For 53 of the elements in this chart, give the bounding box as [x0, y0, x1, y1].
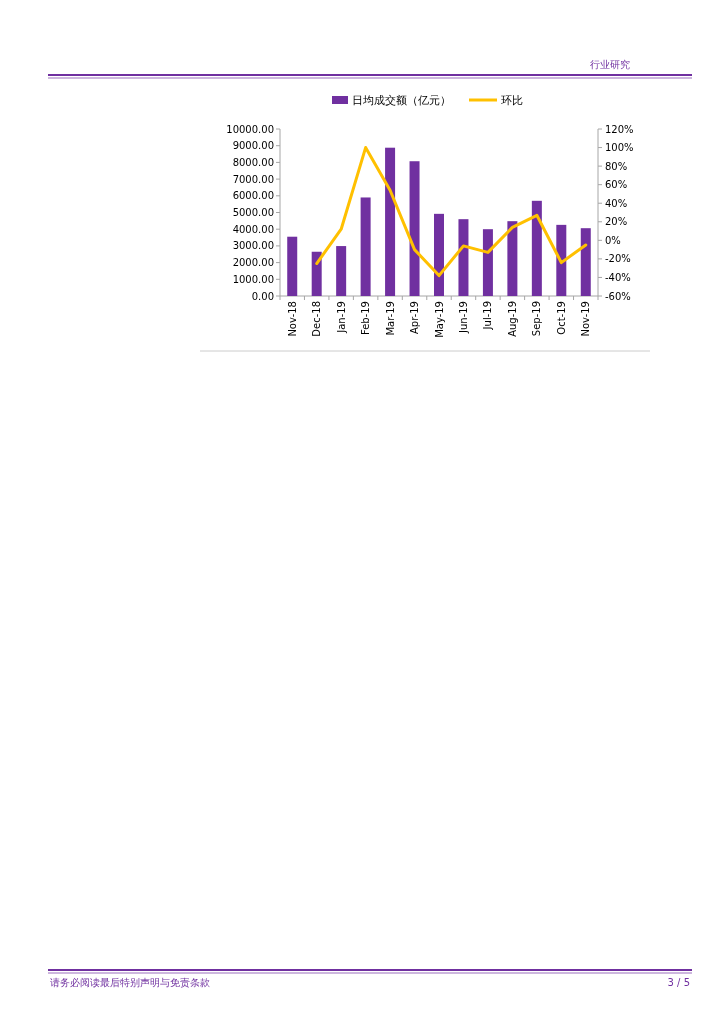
y-tick-label: 4000.00	[232, 223, 274, 235]
y2-tick-label: 100%	[605, 142, 634, 154]
y2-tick-label: -40%	[605, 271, 631, 283]
x-tick-label: Feb-19	[360, 301, 372, 336]
legend-label: 环比	[501, 94, 523, 107]
y-tick-label: 0.00	[251, 290, 274, 302]
legend-label: 日均成交额（亿元）	[352, 94, 451, 107]
y2-tick-label: 60%	[605, 179, 628, 191]
x-tick-label: Jan-19	[335, 301, 347, 334]
y-tick-label: 3000.00	[232, 240, 274, 252]
bar	[531, 200, 542, 296]
bar	[507, 221, 518, 296]
y2-tick-label: 80%	[605, 160, 628, 172]
y-tick-label: 6000.00	[232, 190, 274, 202]
x-tick-label: Aug-19	[506, 301, 518, 337]
y2-tick-label: 120%	[605, 123, 634, 135]
y2-tick-label: 20%	[605, 216, 628, 228]
y-tick-label: 10000.00	[226, 123, 274, 135]
bar	[287, 236, 298, 296]
line-series	[315, 146, 588, 278]
text: 3 / 5	[667, 977, 690, 988]
text: 请务必阅读最后特别声明与免责条款	[50, 977, 210, 988]
x-tick-label: Jul-19	[482, 301, 494, 331]
x-tick-label: Dec-18	[311, 301, 323, 337]
bar	[580, 228, 591, 296]
bar	[385, 147, 396, 296]
y2-tick-label: -20%	[605, 253, 631, 265]
x-tick-label: Nov-19	[580, 301, 592, 337]
x-tick-label: Mar-19	[384, 301, 396, 336]
text: 行业研究	[590, 59, 630, 70]
bar	[434, 213, 444, 296]
bar	[311, 251, 322, 296]
x-tick-label: Nov-18	[286, 301, 298, 337]
bar	[482, 229, 493, 296]
x-tick-label: Jun-19	[457, 301, 469, 334]
y-tick-label: 2000.00	[232, 257, 274, 269]
bar	[556, 224, 567, 296]
y-tick-label: 5000.00	[232, 207, 274, 218]
y-tick-label: 7000.00	[232, 173, 274, 185]
bar	[458, 219, 469, 296]
y2-tick-label: 40%	[605, 197, 628, 209]
y2-tick-label: 0%	[605, 234, 621, 246]
y2-tick-label: -60%	[605, 290, 631, 302]
x-tick-label: Oct-19	[555, 301, 567, 335]
x-tick-label: Apr-19	[409, 301, 421, 334]
bar	[360, 197, 371, 296]
y-tick-label: 9000.00	[232, 140, 274, 152]
x-tick-label: May-19	[433, 301, 445, 338]
bar	[409, 161, 420, 296]
bar	[336, 246, 347, 296]
y-tick-label: 8000.00	[232, 156, 274, 168]
y-tick-label: 1000.00	[232, 273, 274, 285]
x-tick-label: Sep-19	[531, 301, 543, 337]
